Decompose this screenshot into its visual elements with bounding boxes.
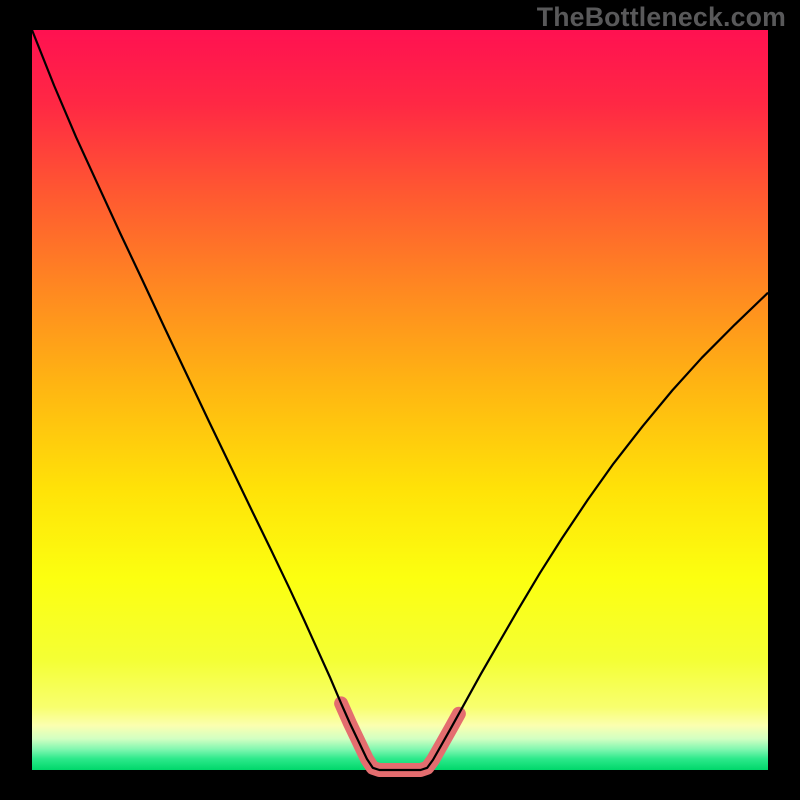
- bottleneck-chart-svg: [0, 0, 800, 800]
- plot-area-gradient: [32, 30, 768, 770]
- watermark-text: TheBottleneck.com: [537, 2, 786, 33]
- chart-stage: TheBottleneck.com: [0, 0, 800, 800]
